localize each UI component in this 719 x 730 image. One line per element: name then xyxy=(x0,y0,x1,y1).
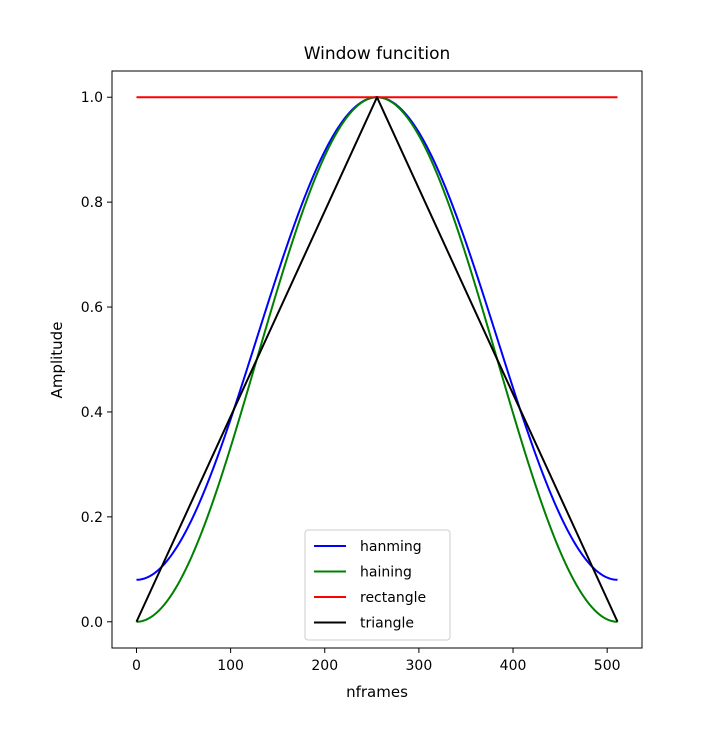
x-tick-label: 300 xyxy=(406,658,433,674)
x-axis-ticks: 0 100 200 300 400 500 xyxy=(132,648,621,674)
plot-frame xyxy=(111,70,643,649)
legend-label-hanming: hanming xyxy=(360,539,422,555)
y-tick-label: 1.0 xyxy=(81,90,103,106)
legend-label-haining: haining xyxy=(360,565,412,581)
y-axis-title: Amplitude xyxy=(48,322,66,399)
x-axis-title: nframes xyxy=(346,683,408,701)
triangle-line xyxy=(135,96,619,623)
series-layer xyxy=(135,96,619,623)
legend-label-triangle: triangle xyxy=(360,616,414,632)
hanming-line xyxy=(136,96,618,581)
legend-box xyxy=(304,529,451,641)
x-tick-label: 0 xyxy=(132,658,141,674)
y-tick-label: 0.4 xyxy=(81,405,103,421)
y-tick-label: 0.6 xyxy=(81,300,103,316)
y-axis-ticks: 0.0 0.2 0.4 0.6 0.8 1.0 xyxy=(81,90,112,631)
y-tick-label: 0.0 xyxy=(81,615,103,631)
x-tick-label: 500 xyxy=(594,658,621,674)
y-tick-label: 0.2 xyxy=(81,510,103,526)
legend-label-rectangle: rectangle xyxy=(360,590,426,606)
x-tick-label: 200 xyxy=(311,658,338,674)
y-tick-label: 0.8 xyxy=(81,195,103,211)
x-tick-label: 100 xyxy=(217,658,244,674)
legend-items: hanming haining rectangle triangle xyxy=(314,539,426,632)
x-tick-label: 400 xyxy=(500,658,527,674)
chart-title: Window funcition xyxy=(304,44,451,64)
legend: hanming haining rectangle triangle xyxy=(304,529,451,641)
